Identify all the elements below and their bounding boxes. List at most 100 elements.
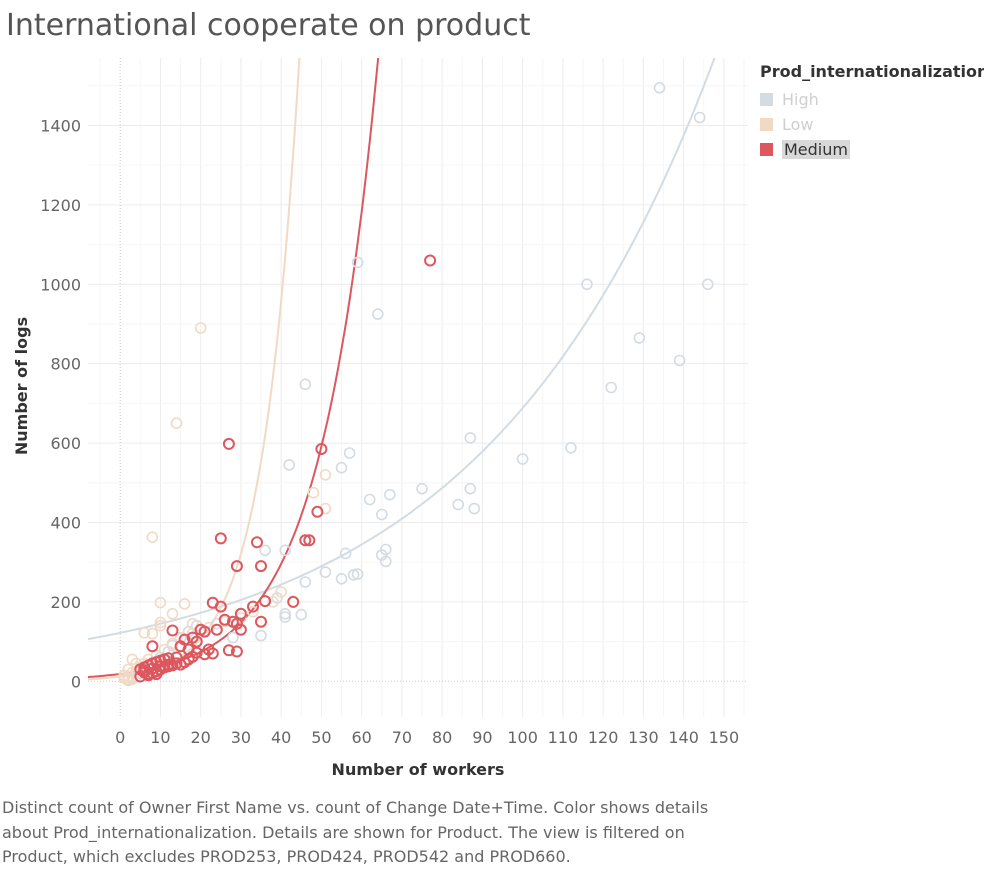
legend-title: Prod_internationalization (760, 62, 984, 81)
point-low (154, 596, 167, 609)
point-low (138, 626, 151, 639)
point-high (516, 453, 529, 465)
legend-item-medium[interactable]: Medium (760, 137, 984, 162)
point-high (371, 308, 384, 320)
trend-lines (88, 58, 716, 681)
point-medium (146, 662, 159, 675)
point-low (307, 486, 320, 499)
point-medium (154, 660, 167, 673)
x-tick-label: 30 (231, 728, 251, 747)
point-medium (198, 648, 211, 661)
legend-swatch-low (760, 118, 773, 131)
point-medium (299, 534, 312, 547)
point-high (279, 611, 292, 623)
point-medium (222, 437, 235, 450)
point-low (319, 468, 332, 481)
point-high (416, 482, 428, 495)
scatter-plot: 0 10 20 30 40 50 60 70 80 90 100 110 120 130 140 150 0 20… (12, 58, 748, 779)
x-tick-label: 90 (472, 728, 492, 747)
y-axis-title: Number of logs (12, 317, 31, 455)
point-high (375, 508, 388, 521)
point-high (279, 607, 292, 620)
point-high (347, 569, 360, 581)
grid (88, 58, 748, 717)
point-medium (162, 658, 175, 671)
point-low (166, 637, 179, 650)
point-high (605, 381, 618, 394)
point-medium (166, 624, 179, 637)
point-high (464, 432, 477, 444)
point-medium (303, 534, 316, 547)
point-high (319, 566, 332, 578)
point-high (351, 256, 364, 269)
point-high (335, 461, 348, 474)
legend-swatch-high (760, 93, 773, 106)
point-low (146, 531, 159, 544)
legend: Prod_internationalization High Low Mediu… (760, 62, 984, 162)
data-points (118, 82, 714, 687)
point-high (565, 441, 577, 454)
point-low (146, 627, 159, 640)
x-tick-label: 50 (311, 728, 331, 747)
legend-label-high: High (782, 90, 819, 109)
y-tick-label: 1400 (40, 116, 81, 135)
point-high (693, 111, 706, 124)
x-tick-label: 150 (709, 728, 740, 747)
point-high (299, 378, 312, 391)
point-low (126, 653, 139, 666)
point-high (673, 354, 686, 367)
point-medium (259, 595, 272, 608)
point-low (194, 322, 207, 334)
chart-caption: Distinct count of Owner First Name vs. c… (2, 796, 762, 870)
point-low (122, 674, 134, 687)
point-high (383, 488, 396, 501)
point-low (166, 607, 179, 620)
point-medium (230, 645, 243, 658)
caption-line-2: about Prod_internationalization. Details… (2, 822, 685, 842)
point-high (259, 544, 271, 557)
y-tick-label: 1200 (40, 196, 81, 215)
point-low (275, 586, 288, 598)
point-medium (214, 600, 227, 613)
y-tick-label: 200 (50, 593, 81, 612)
y-tick-label: 0 (71, 672, 81, 691)
y-tick-label: 400 (50, 513, 81, 532)
x-tick-label: 110 (548, 728, 579, 747)
y-tick-label: 1000 (40, 275, 81, 294)
point-medium (222, 644, 235, 657)
y-tick-label: 800 (50, 355, 81, 374)
point-medium (206, 647, 219, 660)
point-medium (138, 664, 151, 677)
legend-item-high[interactable]: High (760, 87, 984, 112)
point-low (170, 417, 183, 430)
caption-line-1: Distinct count of Owner First Name vs. c… (2, 798, 709, 817)
point-medium (315, 443, 328, 455)
x-tick-label: 0 (115, 728, 125, 747)
point-medium (255, 615, 267, 628)
point-high (701, 278, 714, 291)
trend-line-high (88, 58, 716, 641)
point-high (581, 278, 593, 291)
point-medium (210, 623, 223, 636)
point-medium (214, 532, 227, 545)
y-tick-label: 600 (50, 434, 81, 453)
x-tick-label: 20 (191, 728, 211, 747)
point-medium (424, 254, 437, 267)
point-high (468, 502, 481, 515)
point-medium (182, 653, 195, 666)
point-medium (218, 613, 231, 626)
point-medium (194, 623, 207, 636)
legend-item-low[interactable]: Low (760, 112, 984, 137)
point-medium (234, 623, 247, 636)
point-high (299, 576, 312, 588)
x-tick-label: 100 (507, 728, 538, 747)
point-medium (146, 640, 159, 653)
point-high (633, 332, 646, 344)
point-medium (230, 560, 243, 573)
point-medium (255, 560, 267, 573)
point-high (227, 631, 239, 644)
point-high (295, 608, 308, 621)
point-low (154, 619, 167, 632)
x-tick-label: 60 (351, 728, 371, 747)
point-medium (234, 607, 247, 620)
